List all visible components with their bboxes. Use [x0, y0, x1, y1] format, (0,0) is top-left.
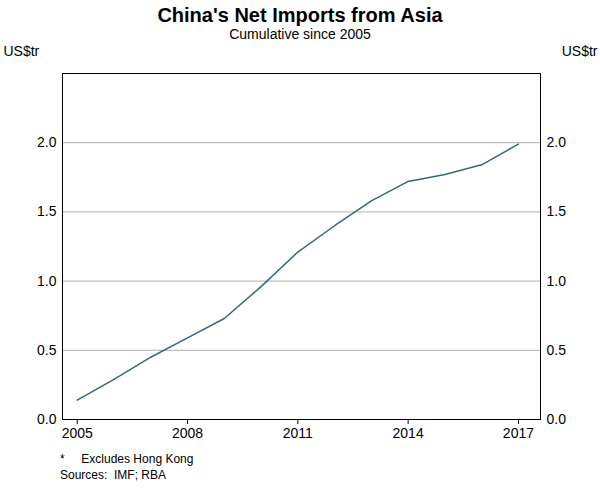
svg-text:1.5: 1.5 [37, 203, 57, 219]
svg-text:US$tr: US$tr [562, 43, 598, 59]
html-text:* Excludes Hong Kong: * Excludes Hong Kong [60, 452, 194, 466]
html-text:Sources: IMF; RBA: Sources: IMF; RBA [60, 468, 166, 482]
svg-text:2014: 2014 [393, 425, 424, 441]
svg-text:2005: 2005 [62, 425, 93, 441]
svg-text:0.5: 0.5 [37, 342, 57, 358]
svg-text:1.5: 1.5 [547, 203, 567, 219]
svg-text:2017: 2017 [503, 425, 534, 441]
svg-text:0.5: 0.5 [547, 342, 567, 358]
svg-text:2.0: 2.0 [37, 134, 57, 150]
svg-text:2011: 2011 [283, 425, 313, 441]
html-text:Cumulative since 2005: Cumulative since 2005 [229, 26, 371, 42]
html-text:China's Net Imports from Asia: China's Net Imports from Asia [157, 4, 443, 26]
svg-text:1.0: 1.0 [547, 273, 567, 289]
svg-text:0.0: 0.0 [37, 411, 57, 427]
svg-text:2008: 2008 [172, 425, 203, 441]
svg-text:US$tr: US$tr [4, 43, 40, 59]
svg-text:0.0: 0.0 [547, 411, 567, 427]
svg-text:1.0: 1.0 [37, 273, 57, 289]
svg-text:2.0: 2.0 [547, 134, 567, 150]
